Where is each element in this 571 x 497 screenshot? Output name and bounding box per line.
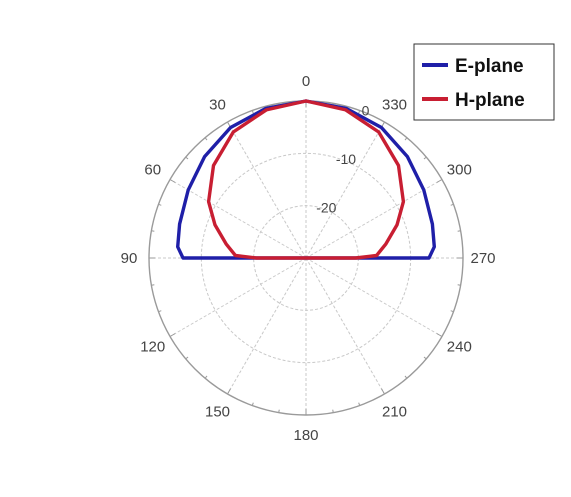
grid-spoke bbox=[227, 121, 307, 259]
radial-tick-label: -20 bbox=[316, 200, 336, 216]
grid-spoke bbox=[305, 121, 385, 259]
outer-tick bbox=[227, 388, 231, 395]
outer-tick bbox=[457, 230, 461, 232]
outer-tick bbox=[169, 179, 176, 183]
outer-tick bbox=[204, 137, 208, 141]
angle-tick-label: 210 bbox=[382, 403, 407, 420]
outer-tick bbox=[332, 409, 334, 413]
grid-spoke bbox=[305, 179, 443, 259]
series-line-h-plane bbox=[206, 99, 406, 260]
outer-tick bbox=[158, 310, 162, 313]
angle-tick-label: 270 bbox=[470, 250, 495, 267]
outer-tick bbox=[381, 388, 385, 395]
outer-tick bbox=[450, 310, 454, 313]
series-line-e-plane bbox=[176, 99, 436, 260]
angle-tick-label: 0 bbox=[302, 73, 310, 90]
legend-box bbox=[413, 43, 555, 121]
angle-tick-label: 240 bbox=[447, 339, 472, 356]
grid-spoke bbox=[169, 179, 307, 259]
outer-tick bbox=[151, 284, 155, 286]
outer-tick bbox=[185, 156, 189, 160]
grid-spoke bbox=[227, 257, 307, 395]
outer-tick bbox=[436, 333, 443, 337]
outer-tick bbox=[358, 402, 361, 406]
grid-spoke bbox=[305, 257, 385, 395]
outer-tick bbox=[158, 203, 162, 206]
legend-label-h-plane: H-plane bbox=[455, 90, 525, 111]
grid-spoke bbox=[169, 257, 307, 337]
outer-tick bbox=[251, 110, 254, 114]
outer-tick bbox=[436, 179, 443, 183]
outer-tick bbox=[457, 284, 461, 286]
outer-tick bbox=[423, 356, 427, 360]
outer-tick bbox=[169, 333, 176, 337]
series-lines bbox=[176, 99, 436, 260]
radial-tick-label: -10 bbox=[336, 151, 356, 167]
angle-tick-label: 30 bbox=[209, 97, 226, 114]
legend: E-plane H-plane bbox=[413, 43, 555, 121]
legend-label-e-plane: E-plane bbox=[455, 56, 524, 77]
outer-tick bbox=[423, 156, 427, 160]
outer-tick bbox=[278, 409, 280, 413]
outer-tick bbox=[185, 356, 189, 360]
angle-tick-label: 90 bbox=[121, 250, 138, 267]
outer-tick bbox=[404, 375, 408, 379]
angle-tick-label: 330 bbox=[382, 97, 407, 114]
angle-tick-label: 300 bbox=[447, 162, 472, 179]
angle-tick-label: 180 bbox=[293, 427, 318, 444]
angle-tick-label: 150 bbox=[205, 403, 230, 420]
outer-tick bbox=[251, 402, 254, 406]
outer-tick bbox=[204, 375, 208, 379]
radial-tick-label: 0 bbox=[362, 103, 370, 119]
angle-tick-label: 60 bbox=[144, 162, 161, 179]
angle-tick-label: 120 bbox=[140, 339, 165, 356]
axis-labels: 0 30 60 90 120 150 180 210 240 270 300 330 0 -10 -20 bbox=[121, 73, 496, 444]
outer-tick bbox=[404, 137, 408, 141]
outer-tick bbox=[358, 110, 361, 114]
grid-spoke bbox=[305, 257, 443, 337]
outer-tick bbox=[151, 230, 155, 232]
outer-tick bbox=[450, 203, 454, 206]
